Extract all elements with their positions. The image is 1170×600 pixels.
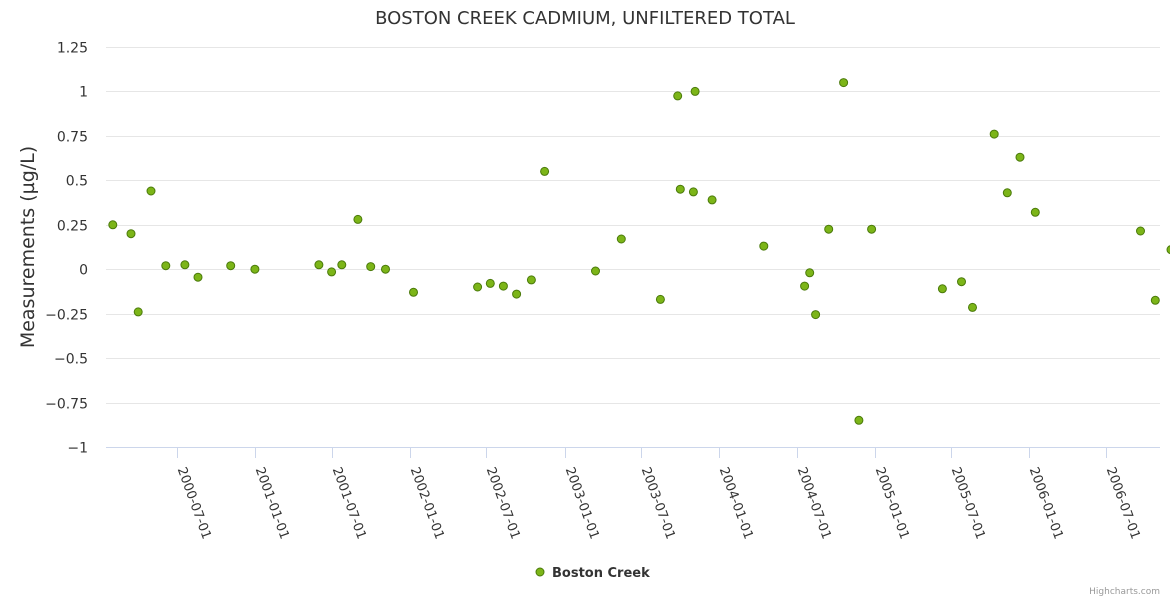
data-point[interactable] bbox=[473, 282, 483, 292]
y-tick-label: −0.75 bbox=[45, 397, 88, 413]
data-point[interactable] bbox=[126, 229, 136, 239]
data-point[interactable] bbox=[226, 261, 236, 271]
x-tick-label: 2001-01-01 bbox=[252, 465, 292, 541]
x-tick-label: 2003-07-01 bbox=[638, 465, 678, 541]
data-point[interactable] bbox=[161, 261, 171, 271]
data-point[interactable] bbox=[108, 220, 118, 230]
data-point[interactable] bbox=[1002, 188, 1012, 198]
data-point[interactable] bbox=[824, 224, 834, 234]
data-point[interactable] bbox=[957, 277, 966, 287]
credits-link[interactable]: Highcharts.com bbox=[1089, 587, 1160, 597]
data-point[interactable] bbox=[690, 86, 700, 96]
data-point[interactable] bbox=[146, 186, 156, 196]
x-tick-label: 2002-07-01 bbox=[483, 465, 523, 541]
data-point[interactable] bbox=[937, 284, 947, 294]
x-tick-label: 2006-01-01 bbox=[1026, 465, 1066, 541]
x-tick-label: 2005-07-01 bbox=[948, 465, 988, 541]
data-point[interactable] bbox=[337, 260, 347, 270]
data-point[interactable] bbox=[968, 302, 977, 312]
y-axis-label: Measurements (µg/L) bbox=[17, 146, 39, 348]
data-point[interactable] bbox=[811, 310, 821, 320]
data-point[interactable] bbox=[655, 294, 665, 304]
data-point[interactable] bbox=[759, 241, 769, 251]
legend[interactable]: Boston Creek bbox=[535, 566, 650, 581]
data-point[interactable] bbox=[540, 166, 550, 176]
data-point[interactable] bbox=[591, 266, 600, 276]
data-point[interactable] bbox=[180, 260, 190, 270]
x-tick-label: 2000-07-01 bbox=[174, 465, 214, 541]
data-point[interactable] bbox=[839, 78, 849, 88]
data-point[interactable] bbox=[366, 262, 376, 272]
y-tick-label: 1.25 bbox=[57, 41, 88, 57]
data-point[interactable] bbox=[498, 281, 508, 291]
y-tick-label: 1 bbox=[79, 85, 88, 101]
x-axis: 2000-07-01 2001-01-01 2001-07-01 2002-01-01… bbox=[174, 448, 1143, 541]
y-tick-label: 0.25 bbox=[57, 219, 88, 235]
data-point[interactable] bbox=[673, 91, 683, 101]
chart-title: BOSTON CREEK CADMIUM, UNFILTERED TOTAL bbox=[375, 8, 795, 29]
x-tick-label: 2004-01-01 bbox=[716, 465, 756, 541]
x-tick-label: 2001-07-01 bbox=[329, 465, 369, 541]
x-tick-label: 2002-01-01 bbox=[407, 465, 447, 541]
data-point[interactable] bbox=[800, 281, 810, 291]
data-point[interactable] bbox=[485, 278, 495, 288]
data-point[interactable] bbox=[1166, 245, 1170, 255]
series-boston-creek[interactable] bbox=[108, 78, 1170, 425]
data-point[interactable] bbox=[353, 214, 363, 224]
data-point[interactable] bbox=[314, 260, 324, 270]
data-point[interactable] bbox=[688, 187, 698, 197]
data-point[interactable] bbox=[250, 264, 260, 274]
data-point[interactable] bbox=[512, 289, 522, 299]
data-point[interactable] bbox=[707, 195, 717, 205]
y-axis: 1.25 1 0.75 0.5 0.25 0 −0.25 −0.5 −0.75 −1 bbox=[45, 41, 88, 457]
data-point[interactable] bbox=[526, 275, 536, 285]
data-point[interactable] bbox=[854, 415, 864, 425]
data-point[interactable] bbox=[327, 267, 337, 277]
y-tick-label: 0.75 bbox=[57, 130, 88, 146]
data-point[interactable] bbox=[867, 224, 877, 234]
y-tick-label: −0.5 bbox=[54, 352, 88, 368]
x-tick-label: 2005-01-01 bbox=[872, 465, 912, 541]
data-point[interactable] bbox=[193, 272, 203, 282]
x-tick-label: 2006-07-01 bbox=[1103, 465, 1143, 541]
y-tick-label: −0.25 bbox=[45, 308, 88, 324]
grid bbox=[106, 47, 1160, 404]
legend-marker bbox=[535, 567, 545, 577]
data-point[interactable] bbox=[616, 234, 626, 244]
data-point[interactable] bbox=[1136, 226, 1145, 236]
data-point[interactable] bbox=[675, 184, 685, 194]
data-point[interactable] bbox=[1030, 207, 1040, 217]
data-point[interactable] bbox=[133, 307, 143, 317]
data-point[interactable] bbox=[381, 264, 390, 274]
legend-label[interactable]: Boston Creek bbox=[552, 566, 650, 581]
data-point[interactable] bbox=[805, 268, 815, 278]
y-tick-label: 0 bbox=[79, 263, 88, 279]
x-tick-label: 2004-07-01 bbox=[794, 465, 834, 541]
data-point[interactable] bbox=[989, 129, 999, 139]
y-tick-label: 0.5 bbox=[66, 174, 88, 190]
x-tick-label: 2003-01-01 bbox=[562, 465, 602, 541]
data-point[interactable] bbox=[409, 287, 418, 297]
data-point[interactable] bbox=[1015, 152, 1025, 162]
y-tick-label: −1 bbox=[67, 441, 88, 457]
data-point[interactable] bbox=[1150, 295, 1160, 305]
